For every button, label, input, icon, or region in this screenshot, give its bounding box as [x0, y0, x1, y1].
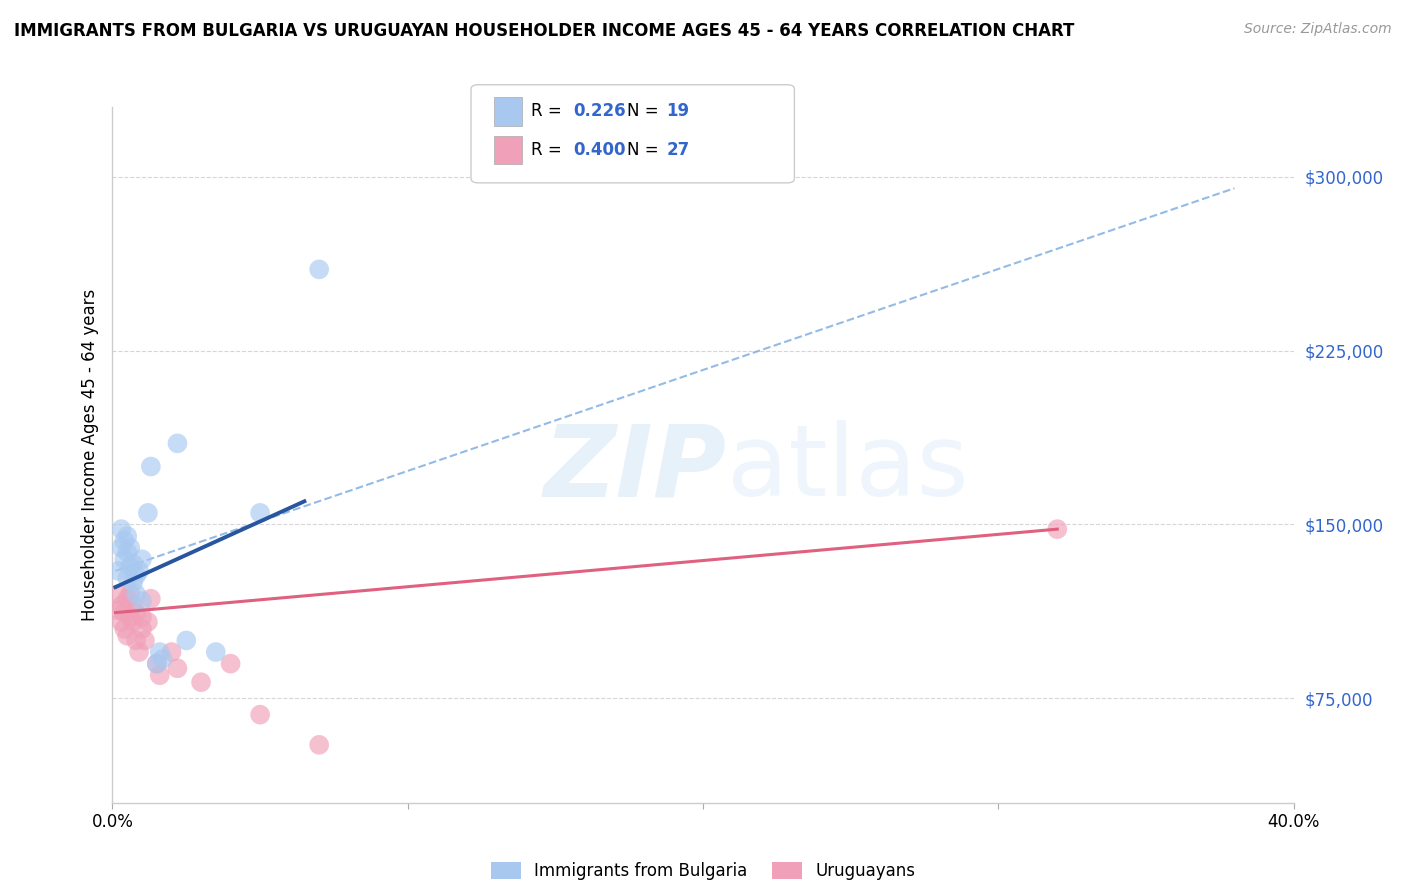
Point	[125, 633, 148, 648]
Point	[117, 629, 138, 643]
Point	[152, 652, 174, 666]
Point	[205, 645, 228, 659]
Point	[120, 587, 142, 601]
Point	[174, 633, 197, 648]
Point	[112, 622, 135, 636]
Point	[128, 645, 150, 659]
Point	[117, 529, 138, 543]
Text: ZIP: ZIP	[544, 420, 727, 517]
Point	[166, 661, 188, 675]
Text: R =: R =	[531, 103, 568, 120]
Text: 0.226: 0.226	[574, 103, 626, 120]
Text: 19: 19	[666, 103, 689, 120]
Text: atlas: atlas	[727, 420, 969, 517]
Point	[136, 506, 159, 520]
Point	[139, 459, 162, 474]
Point	[131, 622, 153, 636]
Point	[134, 633, 156, 648]
Point	[125, 587, 148, 601]
Point	[139, 591, 162, 606]
Point	[122, 615, 145, 629]
Point	[117, 545, 138, 559]
Point	[160, 645, 183, 659]
Point	[308, 738, 330, 752]
Point	[249, 707, 271, 722]
Text: Source: ZipAtlas.com: Source: ZipAtlas.com	[1244, 22, 1392, 37]
Text: N =: N =	[627, 141, 664, 159]
Legend: Immigrants from Bulgaria, Uruguayans: Immigrants from Bulgaria, Uruguayans	[485, 856, 921, 885]
Point	[122, 599, 145, 613]
Point	[112, 533, 135, 548]
Point	[131, 594, 153, 608]
Point	[112, 552, 135, 566]
Point	[120, 559, 142, 574]
Point	[166, 436, 188, 450]
Point	[149, 668, 172, 682]
Text: N =: N =	[627, 103, 664, 120]
Point	[1046, 522, 1069, 536]
Point	[110, 615, 132, 629]
Point	[107, 564, 129, 578]
Point	[120, 541, 142, 555]
Point	[112, 606, 135, 620]
Point	[110, 522, 132, 536]
Point	[110, 541, 132, 555]
Point	[122, 575, 145, 590]
Point	[131, 610, 153, 624]
Point	[125, 568, 148, 582]
Point	[146, 657, 169, 671]
Point	[120, 610, 142, 624]
Point	[131, 552, 153, 566]
Point	[110, 599, 132, 613]
Y-axis label: Householder Income Ages 45 - 64 years: Householder Income Ages 45 - 64 years	[80, 289, 98, 621]
Text: IMMIGRANTS FROM BULGARIA VS URUGUAYAN HOUSEHOLDER INCOME AGES 45 - 64 YEARS CORR: IMMIGRANTS FROM BULGARIA VS URUGUAYAN HO…	[14, 22, 1074, 40]
Point	[107, 603, 129, 617]
Point	[117, 591, 138, 606]
Point	[117, 571, 138, 585]
Point	[190, 675, 212, 690]
Text: R =: R =	[531, 141, 568, 159]
Point	[219, 657, 242, 671]
Text: 0.400: 0.400	[574, 141, 626, 159]
Point	[146, 657, 169, 671]
Point	[125, 606, 148, 620]
Point	[122, 557, 145, 571]
Point	[149, 645, 172, 659]
Point	[128, 564, 150, 578]
Text: 27: 27	[666, 141, 690, 159]
Point	[107, 587, 129, 601]
Point	[308, 262, 330, 277]
Point	[136, 615, 159, 629]
Point	[249, 506, 271, 520]
